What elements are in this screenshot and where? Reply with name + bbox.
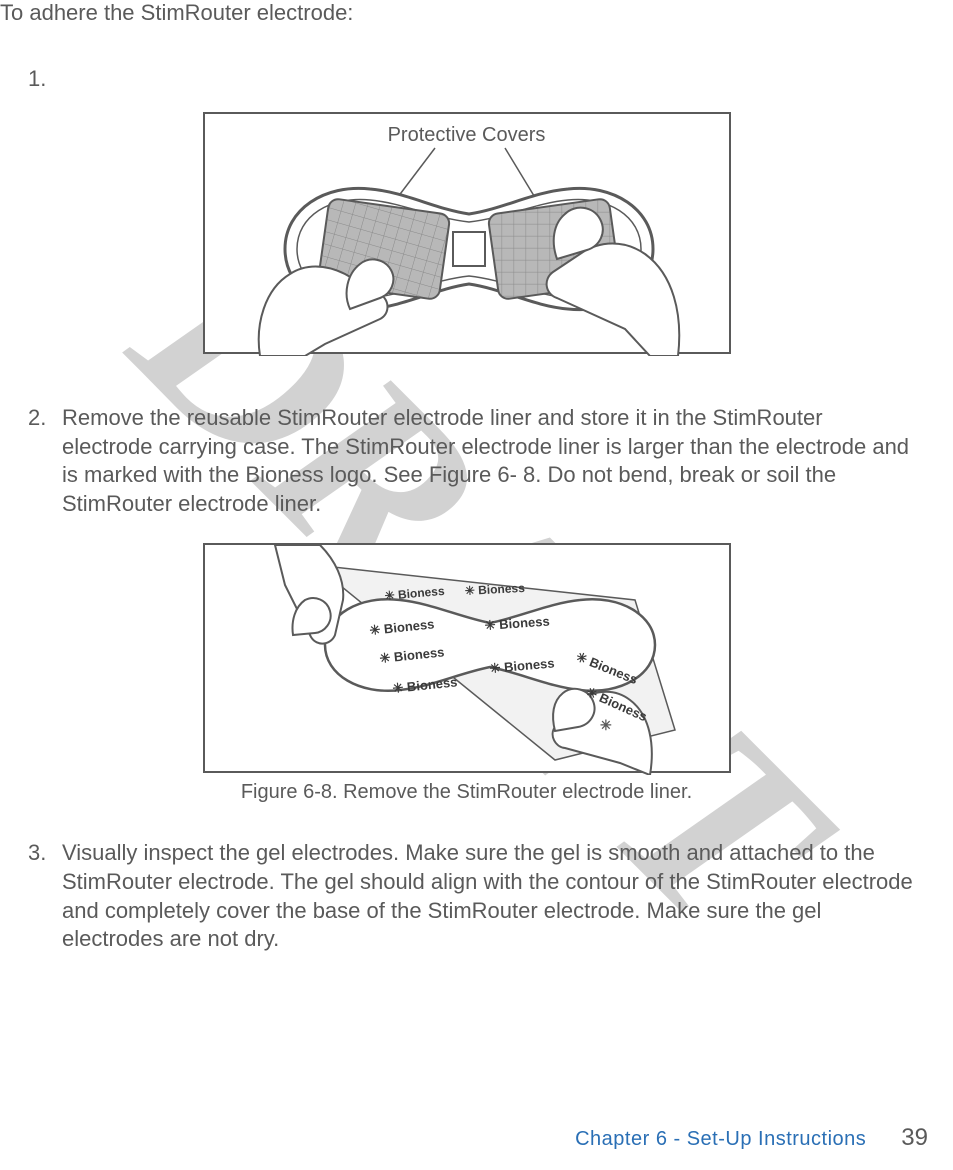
svg-text:✳: ✳ — [600, 717, 612, 733]
figure-2-caption: Figure 6-8. Remove the StimRouter electr… — [0, 781, 933, 804]
figure-2-box: ✳ Bioness ✳ Bioness ✳ Bioness ✳ Bioness … — [203, 543, 731, 773]
step-3-text: Visually inspect the gel electrodes. Mak… — [62, 839, 913, 953]
page-footer: Chapter 6 - Set-Up Instructions 39 — [575, 1124, 928, 1152]
figure-1-box: Protective Covers — [203, 112, 731, 354]
figure-2-illustration: ✳ Bioness ✳ Bioness ✳ Bioness ✳ Bioness … — [205, 545, 733, 775]
step-3: 3. Visually inspect the gel electrodes. … — [28, 839, 913, 953]
step-1-number: 1. — [28, 66, 933, 92]
figure-1-illustration — [205, 114, 733, 356]
step-2: 2. Remove the reusable StimRouter electr… — [28, 404, 913, 518]
footer-chapter: Chapter 6 - Set-Up Instructions — [575, 1128, 866, 1151]
section-heading: To adhere the StimRouter electrode: — [0, 0, 933, 26]
step-2-text: Remove the reusable StimRouter electrode… — [62, 404, 913, 518]
step-3-number: 3. — [28, 839, 62, 953]
footer-page-number: 39 — [901, 1124, 928, 1152]
figure-1-label: Protective Covers — [388, 124, 546, 147]
step-2-number: 2. — [28, 404, 62, 518]
